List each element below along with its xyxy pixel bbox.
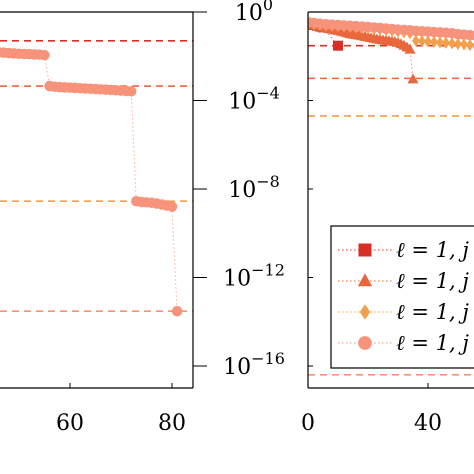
data-point — [412, 34, 420, 47]
data-point — [166, 201, 178, 212]
y-tick-label: 100 — [235, 0, 273, 26]
legend: ℓ = 1, j ℓ = 1, j ℓ = 1, j ℓ = 1, j — [330, 225, 474, 369]
x-axis-tick-labels: 60 80 0 40 — [56, 411, 442, 436]
data-point — [470, 30, 474, 41]
data-point — [460, 38, 468, 51]
legend-marker — [359, 304, 371, 320]
x-tick-label: 0 — [301, 411, 315, 436]
right-plot — [307, 11, 474, 389]
data-point — [404, 43, 416, 54]
legend-marker — [358, 336, 372, 350]
x-tick-label: 60 — [56, 411, 84, 436]
data-point — [333, 40, 343, 51]
y-axis-tick-labels: 100 10−4 10−8 10−12 10−16 — [223, 0, 285, 380]
data-point — [442, 36, 450, 49]
y-tick-label: 10−4 — [228, 84, 280, 115]
data-point — [436, 36, 444, 49]
x-tick-label: 80 — [158, 411, 186, 436]
data-point — [39, 49, 50, 61]
right-plot-area — [308, 16, 474, 376]
legend-box — [330, 225, 474, 369]
x-tick-label: 40 — [414, 411, 442, 436]
legend-marker — [358, 243, 372, 257]
left-plot — [0, 11, 207, 389]
data-point — [448, 37, 456, 50]
data-point — [407, 73, 419, 84]
data-point — [171, 305, 183, 317]
data-point — [430, 36, 438, 49]
data-point — [466, 39, 474, 52]
legend-label: ℓ = 1, j — [396, 331, 469, 355]
legend-marker — [357, 273, 373, 287]
left-plot-area — [0, 39, 193, 317]
data-point — [125, 86, 137, 97]
legend-label: ℓ = 1, j — [396, 269, 469, 293]
legend-label: ℓ = 1, j — [396, 300, 469, 324]
data-point — [424, 35, 432, 48]
data-point — [418, 35, 426, 48]
legend-label: ℓ = 1, j — [396, 238, 469, 262]
y-tick-label: 10−12 — [223, 261, 285, 292]
y-tick-label: 10−16 — [223, 349, 285, 380]
data-point — [454, 37, 462, 50]
y-tick-label: 10−8 — [228, 172, 280, 203]
